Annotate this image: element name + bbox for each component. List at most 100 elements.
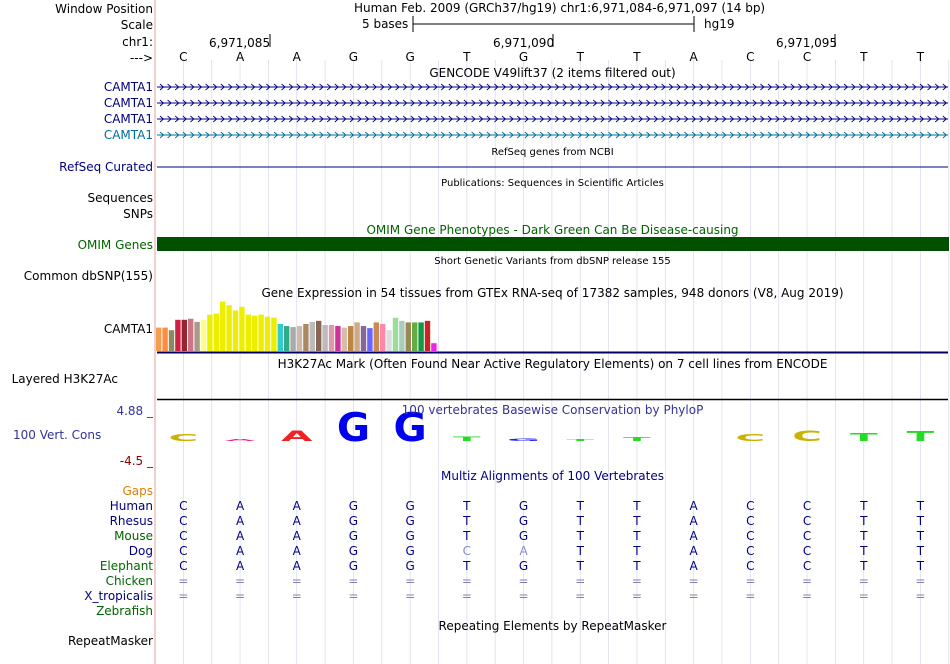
h3k27ac-track-label[interactable]: Layered H3K27Ac <box>11 372 118 386</box>
omim-gene-bar[interactable] <box>157 237 949 251</box>
publications-snps-label[interactable]: SNPs <box>123 207 153 221</box>
scale-db-text: hg19 <box>704 17 735 31</box>
reference-base: T <box>462 50 471 64</box>
gtex-tissue-bar[interactable] <box>354 322 360 351</box>
gtex-tissue-bar[interactable] <box>181 319 187 351</box>
phylop-letter: T <box>907 429 935 444</box>
alignment-base: = <box>689 574 699 588</box>
alignment-base: C <box>179 559 187 573</box>
phylop-min-label: -4.5 _ <box>119 454 153 468</box>
alignment-base: G <box>349 499 358 513</box>
gtex-tissue-bar[interactable] <box>239 306 245 351</box>
alignment-base: A <box>293 514 302 528</box>
gtex-tissue-bar[interactable] <box>245 314 251 351</box>
gtex-tissue-bar[interactable] <box>373 322 379 351</box>
gtex-tissue-bar[interactable] <box>213 313 219 351</box>
gtex-tissue-bar[interactable] <box>284 326 290 351</box>
gtex-tissue-bar[interactable] <box>424 320 431 351</box>
phylop-track-label[interactable]: 100 Vert. Cons <box>13 428 102 442</box>
species-label: Elephant <box>99 559 153 573</box>
gtex-tissue-bar[interactable] <box>277 323 283 351</box>
gtex-tissue-bar[interactable] <box>207 314 213 351</box>
alignment-base: A <box>690 514 699 528</box>
repeatmasker-track-title: Repeating Elements by RepeatMasker <box>438 619 667 633</box>
gtex-tissue-bar[interactable] <box>162 327 168 351</box>
gtex-tissue-bar[interactable] <box>258 314 264 351</box>
gtex-tissue-bar[interactable] <box>303 323 309 351</box>
alignment-base: T <box>859 544 868 558</box>
gtex-tissue-bar[interactable] <box>220 301 226 351</box>
gencode-gene-lines <box>157 83 948 139</box>
gtex-tissue-bar[interactable] <box>168 330 175 351</box>
gtex-tissue-bar[interactable] <box>226 305 232 351</box>
gtex-tissue-bar[interactable] <box>392 317 399 351</box>
gtex-tissue-bar[interactable] <box>200 319 207 351</box>
alignment-base: T <box>916 559 925 573</box>
gtex-tissue-bar[interactable] <box>431 343 437 351</box>
gtex-track-label[interactable]: CAMTA1 <box>103 322 153 336</box>
gencode-strand-arrows <box>159 83 947 91</box>
gtex-tissue-bar[interactable] <box>348 326 354 351</box>
alignment-base: G <box>405 514 414 528</box>
gencode-item-label[interactable]: CAMTA1 <box>103 80 153 94</box>
gtex-tissue-bar[interactable] <box>188 318 194 351</box>
repeatmasker-track-label[interactable]: RepeatMasker <box>67 634 153 648</box>
alignment-base: = <box>292 574 302 588</box>
alignment-base: T <box>859 529 868 543</box>
gtex-tissue-bar[interactable] <box>360 326 367 351</box>
gencode-item-label[interactable]: CAMTA1 <box>103 128 153 142</box>
gtex-tissue-bar[interactable] <box>418 322 424 351</box>
gtex-tissue-bar[interactable] <box>252 315 258 351</box>
gtex-tissue-bar[interactable] <box>386 330 392 351</box>
dbsnp-track-label[interactable]: Common dbSNP(155) <box>23 269 153 283</box>
gtex-tissue-bar[interactable] <box>296 326 303 351</box>
base-gridlines <box>183 60 950 664</box>
gtex-tissue-bar[interactable] <box>309 321 315 351</box>
alignment-base: G <box>519 499 528 513</box>
refseq-track-label[interactable]: RefSeq Curated <box>59 160 153 174</box>
position-label: 6,971,090 <box>493 36 555 50</box>
gtex-tissue-bar[interactable] <box>232 310 239 351</box>
alignment-base: = <box>745 574 755 588</box>
gtex-tissue-bar[interactable] <box>335 326 341 351</box>
publications-sequences-label[interactable]: Sequences <box>87 191 153 205</box>
gtex-tissue-bar[interactable] <box>264 316 271 351</box>
alignment-base: C <box>746 544 754 558</box>
phylop-track-title: 100 vertebrates Basewise Conservation by… <box>401 403 704 417</box>
gtex-tissue-bar[interactable] <box>271 317 277 351</box>
alignment-base: = <box>915 574 925 588</box>
gtex-tissue-bar[interactable] <box>194 321 200 351</box>
gtex-tissue-bar[interactable] <box>380 323 386 351</box>
window-position-label: Window Position <box>55 2 153 16</box>
omim-track-label[interactable]: OMIM Genes <box>77 238 153 252</box>
alignment-base: T <box>632 529 641 543</box>
gencode-item-label[interactable]: CAMTA1 <box>103 96 153 110</box>
gtex-tissue-bar[interactable] <box>399 320 405 351</box>
alignment-base: C <box>803 499 811 513</box>
gtex-tissue-bar[interactable] <box>328 325 335 351</box>
alignment-base: C <box>746 499 754 513</box>
gtex-tissue-bar[interactable] <box>156 327 162 351</box>
phylop-letter: T <box>623 436 651 442</box>
gtex-tissue-bar[interactable] <box>316 320 322 351</box>
species-label: Human <box>109 499 153 513</box>
phylop-max-label: 4.88 _ <box>116 404 153 418</box>
alignment-base: T <box>632 559 641 573</box>
gtex-tissue-bar[interactable] <box>322 325 328 351</box>
refseq-track-title: RefSeq genes from NCBI <box>491 147 614 158</box>
alignment-base: = <box>178 589 188 603</box>
multiz-alignment: C A A G G T G T T A C C T TC A A G G T G T T A C C T TC A A G G T G T T A C C… <box>178 499 925 603</box>
gtex-tissue-bar[interactable] <box>175 319 181 351</box>
alignment-base: = <box>575 574 585 588</box>
gtex-tissue-bar[interactable] <box>367 328 373 351</box>
gencode-item-label[interactable]: CAMTA1 <box>103 112 153 126</box>
gtex-tissue-bar[interactable] <box>412 322 418 351</box>
gtex-tissue-bar[interactable] <box>405 322 411 351</box>
gtex-tissue-bar[interactable] <box>290 327 296 351</box>
gtex-tissue-bar[interactable] <box>341 327 347 351</box>
alignment-base: = <box>859 574 869 588</box>
position-label: 6,971,085 <box>209 36 271 50</box>
